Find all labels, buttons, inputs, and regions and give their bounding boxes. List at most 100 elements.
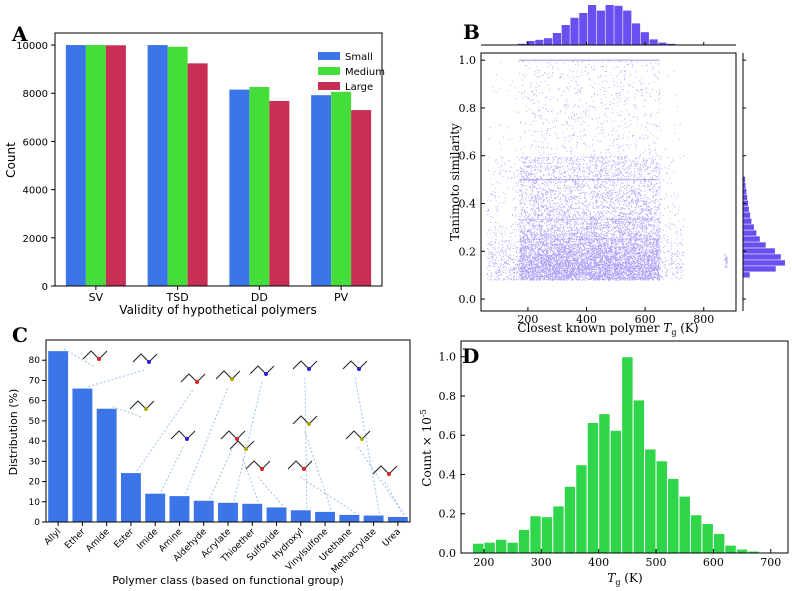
top-hist-bar (570, 17, 579, 45)
structure-arrow (384, 481, 405, 516)
top-hist-bar (517, 43, 526, 45)
y-axis-label-d: Count × 10-5 (419, 409, 434, 486)
x-tick-label-d: 600 (703, 556, 724, 569)
structure-arrow (185, 386, 229, 495)
y-tick-label-d: 0.0 (439, 547, 457, 560)
top-hist-bar (605, 5, 614, 45)
hist-bar-d (586, 421, 600, 554)
bar-a-small-tsd (147, 45, 168, 286)
right-hist-bar (743, 254, 781, 260)
x-tick-label-d: 200 (473, 556, 494, 569)
chart-a: SV TSD DD PV 0 2000 4000 6000 8000 10000 Small Med… (4, 32, 385, 317)
hist-bar-d (644, 448, 657, 554)
x-axis-label-c: Polymer class (based on functional group… (112, 574, 344, 587)
hist-bar-d (632, 399, 646, 554)
y-tick-label-a: 4000 (23, 186, 48, 197)
functional-group-sketch (292, 360, 318, 371)
y-tick-label-c: 80 (29, 356, 41, 366)
y-tick-label-c: 60 (29, 397, 41, 407)
right-hist-bar (743, 218, 752, 224)
x-axis-label-a: Validity of hypothetical polymers (119, 303, 316, 317)
y-tick-label-c: 70 (29, 376, 41, 386)
bar-c-allyl (48, 351, 69, 522)
right-histogram-b (742, 53, 785, 311)
y-tick-label-c: 0 (34, 518, 40, 528)
top-hist-bar (535, 39, 544, 45)
y-tick-label-d: 0.6 (439, 429, 457, 442)
legend-label-medium: Medium (345, 67, 385, 78)
hist-bar-d (483, 541, 496, 554)
functional-group-sketch (129, 400, 155, 411)
bar-c-thioether (242, 503, 263, 522)
functional-group-sketch (342, 360, 368, 371)
y-tick-label-a: 2000 (23, 234, 48, 245)
hist-bar-d (678, 495, 691, 554)
right-hist-bar (743, 248, 775, 254)
y-tick-label-d: 0.8 (439, 390, 457, 403)
bar-c-amine (169, 496, 190, 522)
top-hist-bar (587, 5, 597, 45)
bar-c-amide (96, 408, 117, 522)
top-hist-bar (649, 39, 658, 45)
bar-a-small-dd (229, 89, 250, 286)
structure-arrow (112, 406, 143, 418)
plot-frame-a (54, 32, 383, 287)
bar-a-medium-dd (249, 86, 270, 287)
plot-frame-d (460, 340, 789, 554)
structure-arrow (209, 446, 234, 499)
functional-group-sketch (170, 430, 196, 441)
functional-group-sketch (82, 350, 108, 361)
structure-arrow (233, 381, 263, 501)
bar-c-sulfoxide (266, 507, 287, 522)
right-hist-bar (743, 236, 760, 242)
hist-bar-d (575, 464, 588, 554)
hist-bar-d (609, 429, 623, 554)
x-tick-label-a: DD (251, 291, 268, 304)
x-tick-label-b: 600 (635, 313, 656, 326)
hist-bar-d (621, 356, 634, 554)
panel-label-b: B (463, 20, 480, 44)
bar-c-acrylate (218, 502, 238, 522)
legend-swatch-medium (318, 67, 340, 75)
hist-bar-d (655, 460, 669, 554)
hist-bar-d (667, 477, 680, 554)
right-hist-bar (743, 224, 754, 230)
scatter-points-b (487, 60, 728, 281)
hist-bar-d (540, 516, 554, 554)
functional-group-sketch (132, 353, 158, 364)
structure-arrow (304, 376, 308, 509)
y-tick-label-b: 0.6 (459, 150, 477, 163)
y-tick-label-b: 1.0 (459, 54, 477, 67)
right-hist-bar (743, 188, 747, 194)
bar-a-medium-sv (85, 45, 106, 286)
y-axis-label-c: Distribution (%) (7, 389, 20, 476)
top-hist-bar (552, 33, 562, 45)
top-hist-bar (526, 41, 535, 45)
top-histogram-b (481, 5, 736, 46)
y-tick-label-c: 10 (29, 498, 41, 508)
hist-bar-d (563, 485, 577, 554)
x-tick-label-c: Urea (381, 527, 403, 549)
y-tick-label-c: 30 (29, 457, 41, 467)
bar-a-small-pv (311, 95, 332, 286)
right-hist-bar (743, 176, 746, 182)
structure-arrow (299, 476, 356, 514)
x-tick-label-c: Amide (84, 527, 112, 555)
legend-swatch-large (318, 82, 340, 90)
structure-arrow (354, 376, 381, 514)
right-hist-bar (743, 230, 757, 236)
y-tick-label-d: 0.2 (439, 508, 457, 521)
y-tick-label-d: 1.0 (439, 351, 457, 364)
legend-swatch-small (318, 52, 340, 60)
structure-arrow (241, 456, 259, 502)
hist-bar-d (598, 413, 611, 554)
x-tick-label-c: Ester (113, 527, 137, 551)
bar-a-large-tsd (187, 63, 208, 286)
legend-a: Small Medium Large (318, 52, 385, 93)
hist-bar-d (701, 523, 714, 554)
bar-c-ether (72, 388, 93, 522)
right-hist-bar (743, 212, 751, 218)
y-tick-label-b: 0.2 (459, 245, 477, 258)
top-hist-bar (544, 38, 553, 45)
